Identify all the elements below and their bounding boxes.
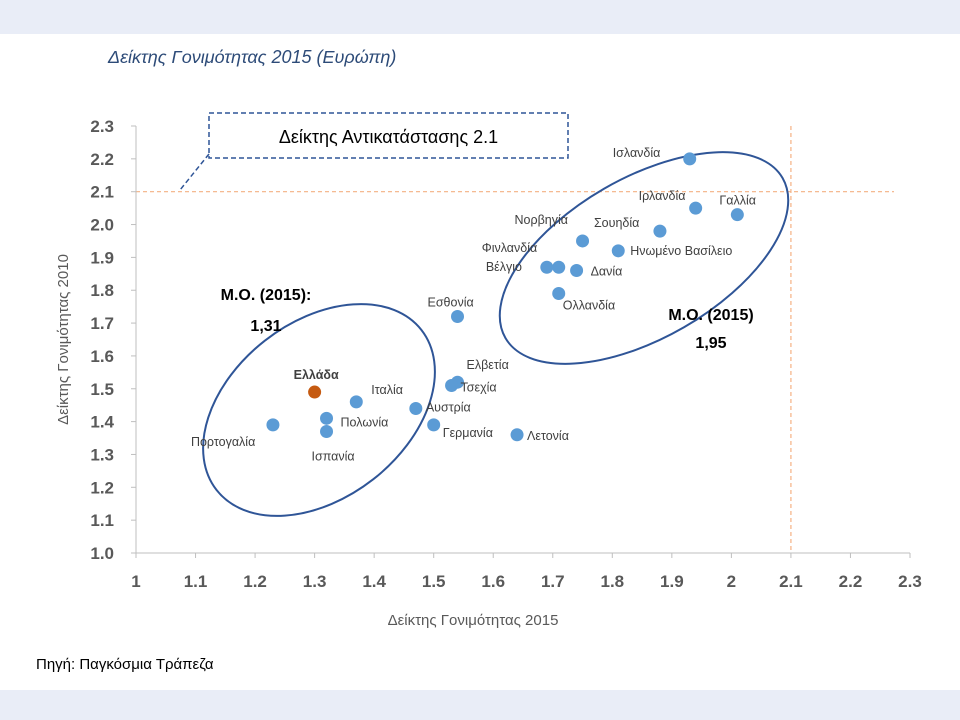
data-point — [349, 395, 363, 409]
data-point-label: Ισπανία — [312, 449, 355, 463]
x-tick-label: 1.8 — [600, 572, 624, 591]
data-point-label: Ιρλανδία — [639, 189, 686, 203]
x-tick-label: 2.3 — [898, 572, 922, 591]
y-tick-label: 2.0 — [90, 216, 114, 235]
y-tick-label: 1.7 — [90, 314, 114, 333]
data-point-label: Γαλλία — [719, 194, 756, 208]
average-annotation-value: 1,31 — [250, 318, 281, 335]
y-tick-label: 1.3 — [90, 445, 114, 464]
chart-title: Δείκτης Γονιμότητας 2015 (Ευρώπη) — [108, 47, 397, 67]
data-point-label: Ελλάδα — [294, 368, 339, 382]
x-tick-label: 2 — [727, 572, 736, 591]
y-tick-label: 1.0 — [90, 544, 114, 563]
data-point — [683, 152, 697, 166]
top-band — [0, 0, 960, 34]
data-point-label: Λετονία — [527, 429, 569, 443]
data-point — [445, 378, 459, 392]
reference-callout-text: Δείκτης Αντικατάστασης 2.1 — [279, 127, 498, 147]
data-point-label: Γερμανία — [443, 426, 493, 440]
y-tick-label: 1.8 — [90, 281, 114, 300]
y-tick-label: 1.4 — [90, 413, 114, 432]
data-point-label: Τσεχία — [461, 380, 497, 394]
data-point — [552, 260, 566, 274]
data-point — [576, 234, 590, 248]
data-point — [451, 310, 465, 324]
data-point-label: Φινλανδία — [482, 241, 538, 255]
data-point-highlight — [308, 385, 322, 399]
data-point-label: Σουηδία — [594, 216, 639, 230]
x-tick-label: 2.2 — [839, 572, 863, 591]
reference-callout-pointer — [179, 153, 210, 191]
y-axis-title: Δείκτης Γονιμότητας 2010 — [55, 254, 72, 425]
reference-callout-box — [208, 112, 569, 159]
data-point — [427, 418, 441, 432]
data-point — [320, 424, 334, 438]
data-point — [689, 201, 703, 215]
data-point — [510, 428, 524, 442]
x-tick-label: 1.3 — [303, 572, 327, 591]
data-point — [653, 224, 667, 238]
data-point-label: Πορτογαλία — [191, 435, 255, 449]
average-annotation-title: Μ.Ο. (2015): — [221, 287, 312, 304]
data-point — [266, 418, 280, 432]
data-point-label: Νορβηγία — [515, 213, 569, 227]
x-tick-label: 2.1 — [779, 572, 803, 591]
data-point-label: Πολωνία — [341, 415, 389, 429]
data-point — [409, 401, 423, 415]
y-tick-label: 1.2 — [90, 478, 114, 497]
y-tick-label: 1.6 — [90, 347, 114, 366]
bottom-band — [0, 690, 960, 720]
scatter-chart: Δείκτης Αντικατάστασης 2.1 1 1.1 1.2 1.3 1.4… — [55, 112, 922, 629]
data-point-label: Αυστρία — [426, 400, 471, 414]
y-tick-label: 2.1 — [90, 183, 114, 202]
x-axis-title: Δείκτης Γονιμότητας 2015 — [388, 612, 559, 629]
data-point — [730, 208, 744, 222]
x-tick-label: 1.4 — [362, 572, 386, 591]
x-tick-label: 1.6 — [481, 572, 505, 591]
y-tick-label: 1.1 — [90, 511, 114, 530]
data-point-label: Ιταλία — [371, 383, 403, 397]
x-tick-label: 1.5 — [422, 572, 446, 591]
data-point-label: Ηνωμένο Βασίλειο — [630, 244, 732, 258]
data-point-label: Δανία — [591, 265, 623, 279]
source-note: Πηγή: Παγκόσμια Τράπεζα — [36, 656, 214, 673]
data-point — [552, 287, 566, 301]
data-point — [540, 260, 554, 274]
data-point-label: Βέλγιο — [486, 260, 522, 274]
data-point-label: Εσθονία — [428, 296, 474, 310]
data-point — [570, 264, 584, 278]
x-tick-label: 1.1 — [184, 572, 208, 591]
x-tick-label: 1.2 — [243, 572, 267, 591]
data-point — [611, 244, 625, 258]
cluster-ellipse-low — [202, 303, 436, 517]
y-tick-label: 1.5 — [90, 380, 114, 399]
y-tick-label: 1.9 — [90, 248, 114, 267]
x-tick-label: 1.7 — [541, 572, 565, 591]
data-point — [320, 411, 334, 425]
y-tick-label: 2.2 — [90, 150, 114, 169]
x-tick-label: 1 — [131, 572, 140, 591]
average-annotation-value: 1,95 — [695, 335, 726, 352]
y-tick-label: 2.3 — [90, 117, 114, 136]
data-point-label: Ελβετία — [467, 358, 509, 372]
cluster-ellipse-high — [498, 151, 790, 365]
data-point-label: Ισλανδία — [613, 146, 661, 160]
x-tick-label: 1.9 — [660, 572, 684, 591]
average-annotation-title: Μ.Ο. (2015) — [668, 307, 753, 324]
data-point-label: Ολλανδία — [563, 299, 615, 313]
